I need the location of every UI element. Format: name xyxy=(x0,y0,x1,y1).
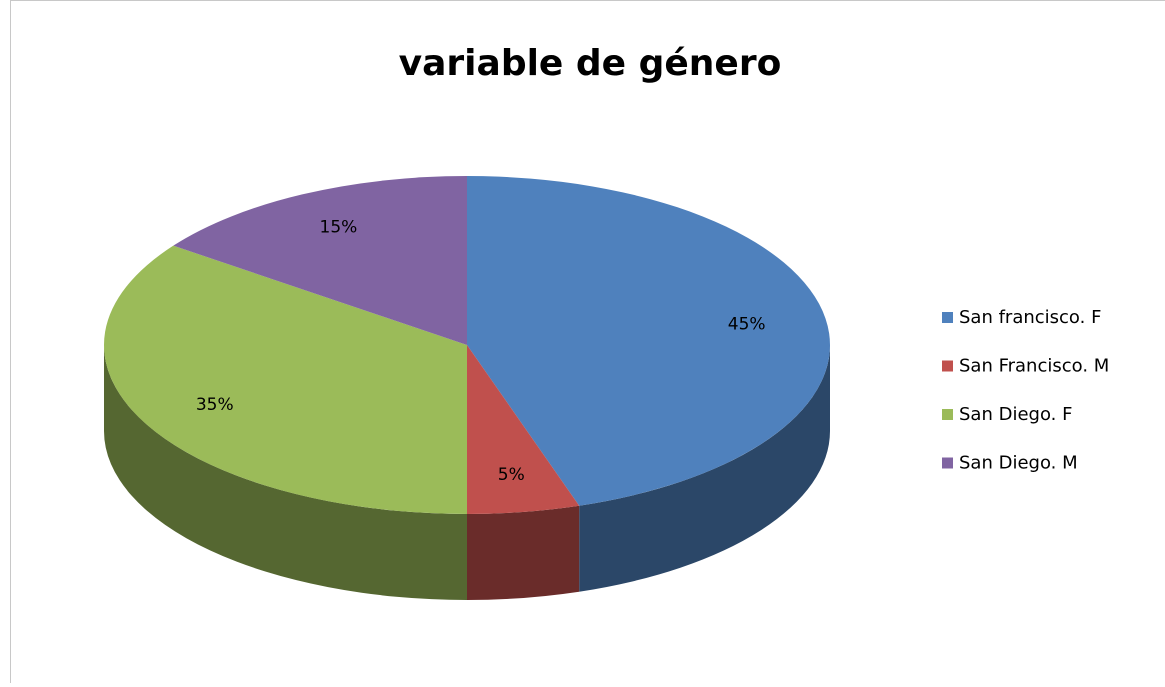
data-label: 15% xyxy=(320,218,358,238)
data-label: 45% xyxy=(728,314,766,334)
chart-title: variable de género xyxy=(399,43,782,84)
slice-tops xyxy=(104,176,830,514)
legend-label: San Diego. F xyxy=(959,404,1072,425)
legend-swatch xyxy=(942,361,953,372)
legend-swatch xyxy=(942,458,953,469)
legend-label: San francisco. F xyxy=(959,307,1101,328)
legend-swatch xyxy=(942,409,953,420)
legend-label: San Diego. M xyxy=(959,453,1078,474)
data-label: 5% xyxy=(498,465,525,485)
slice-side xyxy=(467,506,579,600)
data-label: 35% xyxy=(196,395,234,415)
legend-swatch xyxy=(942,312,953,323)
legend-label: San Francisco. M xyxy=(959,356,1109,377)
